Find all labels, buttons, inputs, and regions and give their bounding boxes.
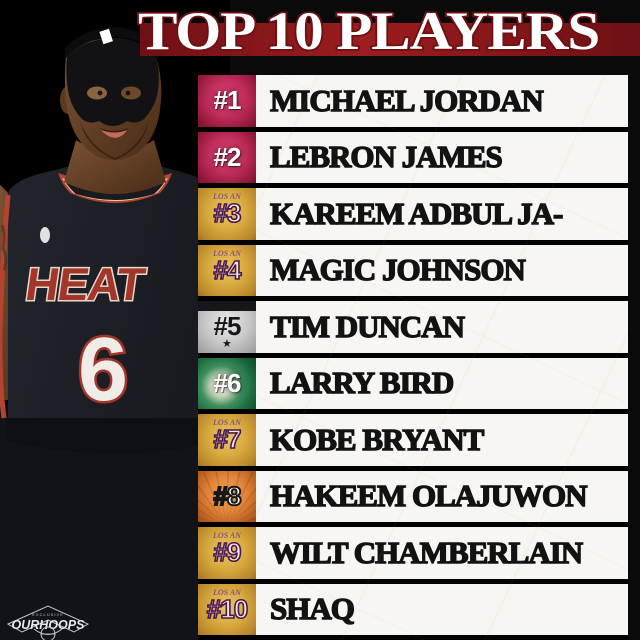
svg-text:EXCLUSIVE: EXCLUSIVE [32, 612, 64, 617]
svg-text:OURHOOPS: OURHOOPS [12, 618, 86, 632]
svg-text:6: 6 [78, 320, 128, 420]
svg-text:HEAT: HEAT [22, 258, 148, 310]
